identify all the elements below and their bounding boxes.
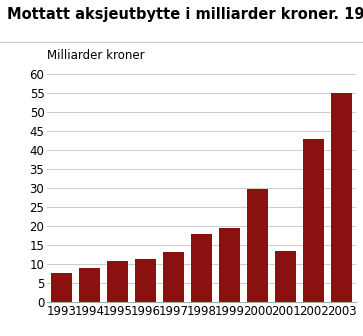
Bar xyxy=(191,234,212,302)
Text: Milliarder kroner: Milliarder kroner xyxy=(47,49,145,62)
Bar xyxy=(303,139,324,302)
Bar xyxy=(79,268,100,302)
Bar xyxy=(107,260,128,302)
Bar xyxy=(247,189,268,302)
Bar xyxy=(135,259,156,302)
Bar xyxy=(51,273,72,302)
Bar xyxy=(163,252,184,302)
Text: Mottatt aksjeutbytte i milliarder kroner. 1993-2003: Mottatt aksjeutbytte i milliarder kroner… xyxy=(7,7,363,22)
Bar xyxy=(331,93,352,302)
Bar xyxy=(219,228,240,302)
Bar xyxy=(275,251,296,302)
